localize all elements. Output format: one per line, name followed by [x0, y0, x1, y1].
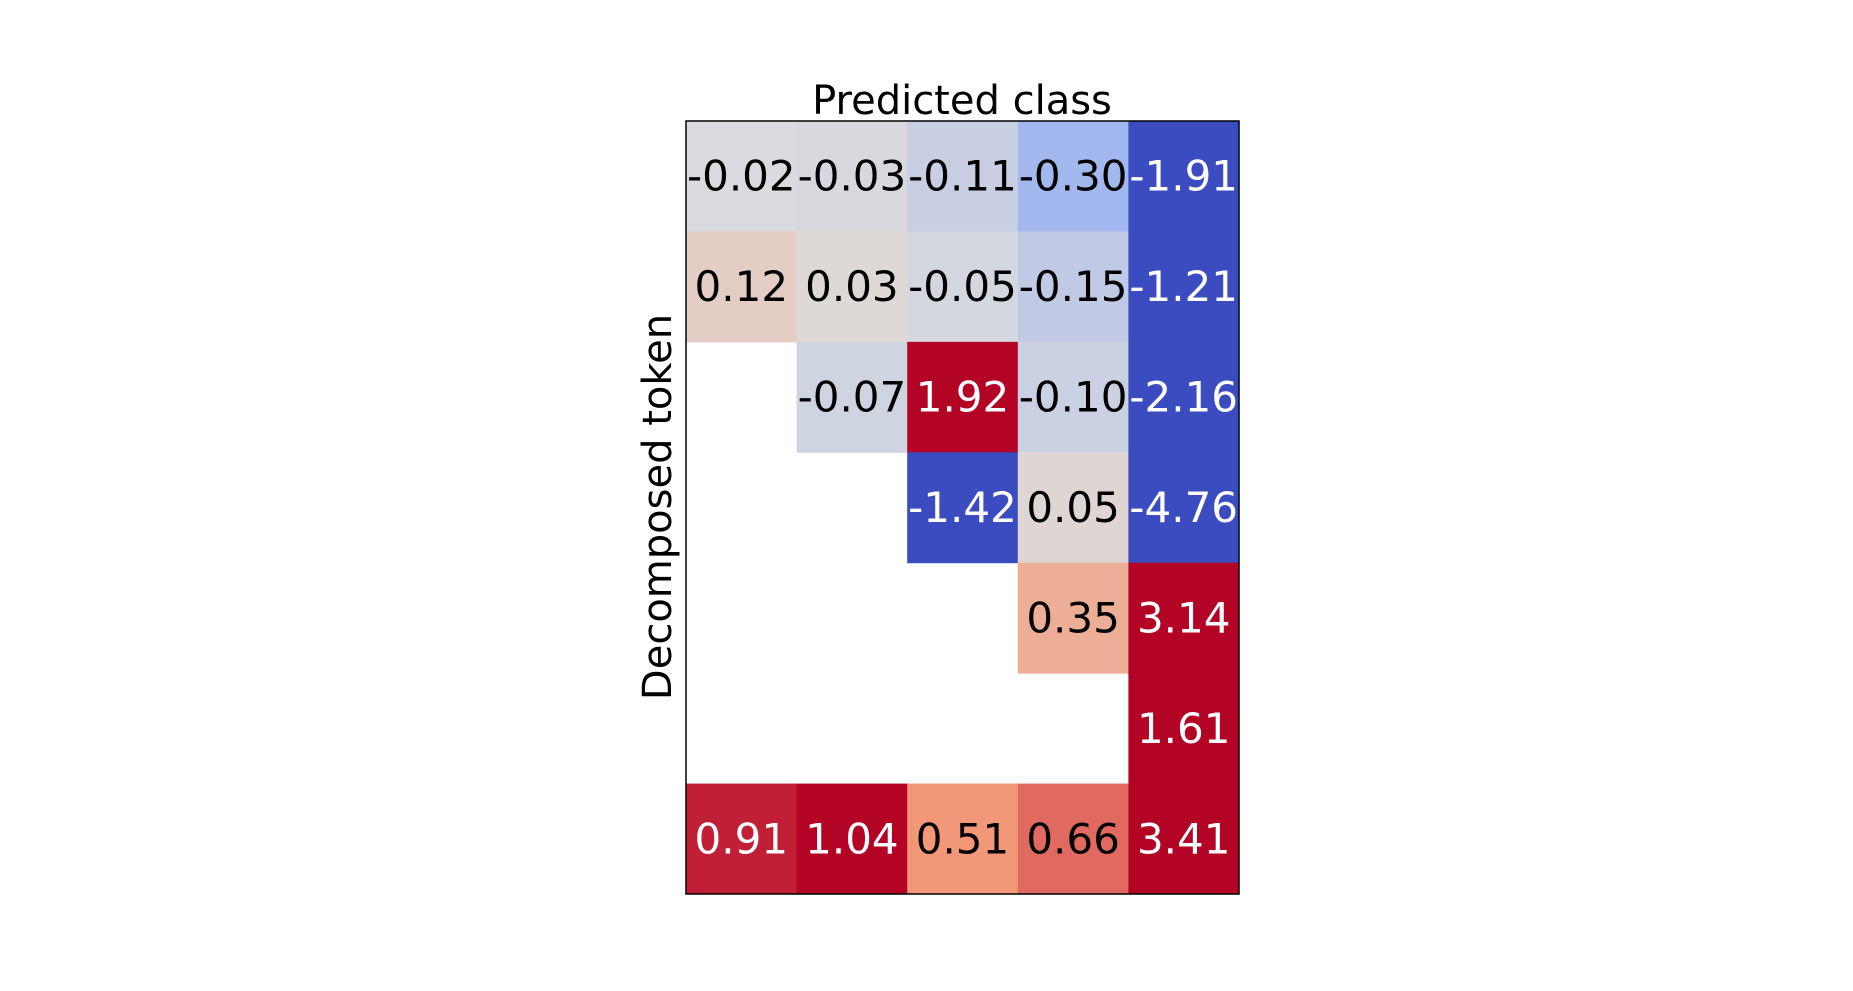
heatmap-cell-value: 0.51 [916, 814, 1010, 863]
heatmap-cell-value: 0.12 [695, 262, 789, 311]
plot-frame [685, 120, 1240, 895]
heatmap-cell [907, 783, 1019, 895]
heatmap-cell [1017, 121, 1129, 232]
heatmap-cell [796, 121, 908, 232]
heatmap-cell [1017, 341, 1129, 453]
heatmap-cell-value: 0.05 [1026, 483, 1120, 532]
heatmap-cell [1128, 121, 1240, 232]
heatmap-cell-value: -1.42 [908, 483, 1017, 532]
heatmap-cell [1128, 231, 1240, 343]
heatmap-cell [907, 231, 1019, 343]
heatmap-cell [796, 341, 908, 453]
heatmap-cell-labels: -0.02 -0.03 -0.11 -0.30 -1.910.12 0.03 -0.05 -0… [687, 152, 1238, 864]
heatmap-cell [796, 231, 908, 343]
heatmap-cell [1128, 562, 1240, 674]
heatmap-cell [1017, 231, 1129, 343]
chart-title: Predicted class [812, 78, 1112, 124]
heatmap-cell-value: -0.11 [908, 152, 1017, 201]
heatmap-cell [796, 783, 908, 895]
heatmap-cell-value: -0.02 [687, 152, 796, 201]
heatmap-cell-value: -0.30 [1019, 152, 1128, 201]
heatmap-cell [686, 783, 798, 895]
heatmap-cell [907, 121, 1019, 232]
heatmap-cell-value: 0.66 [1026, 814, 1120, 863]
heatmap-cell [1017, 783, 1129, 895]
heatmap-cell-value: 0.03 [805, 262, 899, 311]
heatmap-cell [907, 452, 1019, 564]
heatmap-cell-value: 1.04 [805, 814, 899, 863]
heatmap-cell-value: 0.35 [1026, 593, 1120, 642]
heatmap-cell [1128, 673, 1240, 785]
heatmap-cell-value: -0.10 [1019, 373, 1128, 422]
heatmap-cell [1128, 452, 1240, 564]
heatmap-cell-value: -0.05 [908, 262, 1017, 311]
heatmap-cell-value: -2.16 [1129, 373, 1238, 422]
heatmap-cell [1128, 341, 1240, 453]
heatmap-cell-value: 3.41 [1137, 814, 1231, 863]
heatmap-cell-value: 1.61 [1137, 704, 1231, 753]
heatmap-cell-value: 1.92 [916, 373, 1010, 422]
heatmap-cell-value: -0.15 [1019, 262, 1128, 311]
heatmap-cell [1017, 562, 1129, 674]
heatmap-cell [907, 341, 1019, 453]
heatmap-cell [686, 231, 798, 343]
heatmap-cells [686, 121, 1240, 895]
heatmap-cell-value: -0.03 [798, 152, 907, 201]
heatmap-cell [686, 121, 798, 232]
heatmap-cell [1017, 452, 1129, 564]
heatmap-cell-value: -1.21 [1129, 262, 1238, 311]
heatmap-cell-value: 3.14 [1137, 593, 1231, 642]
heatmap-cell-value: -0.07 [798, 373, 907, 422]
heatmap-cell-value: -4.76 [1129, 483, 1238, 532]
y-axis-label: Decomposed token [635, 314, 681, 700]
heatmap-cell-value: -1.91 [1129, 152, 1238, 201]
heatmap-cell [1128, 783, 1240, 895]
heatmap-cell-value: 0.91 [695, 814, 789, 863]
